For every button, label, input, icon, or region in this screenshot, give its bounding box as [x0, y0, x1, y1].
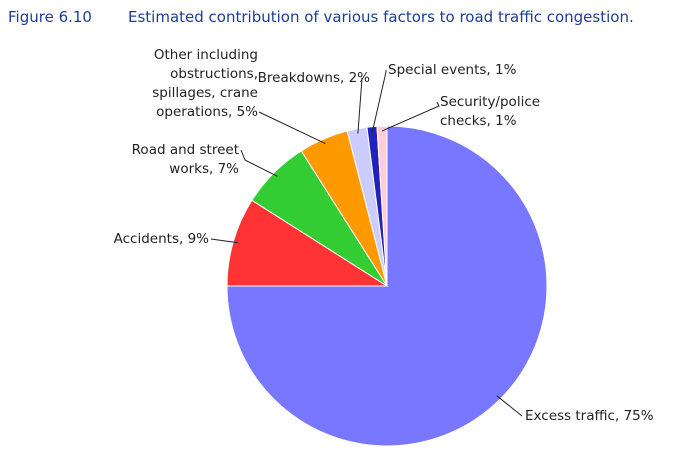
figure-title: Estimated contribution of various factor…: [128, 8, 634, 26]
pie-slice-accidents: [226, 199, 389, 287]
slice-label-other-including-obstructions-spillages-crane-operations: Other including obstructions, spillages, c…: [152, 47, 258, 120]
leader-line-road-and-street-works: [240, 149, 278, 177]
slice-label-road-and-street-works: Road and street works, 7%: [132, 142, 240, 177]
leader-lines: [210, 70, 523, 417]
slice-label-accidents: Accidents, 9%: [114, 231, 210, 247]
figure-number: Figure 6.10: [8, 8, 92, 26]
slice-label-excess-traffic: Excess traffic, 75%: [525, 408, 654, 424]
pie-slices: [226, 125, 548, 447]
leader-line-special-events: [371, 70, 387, 132]
slice-labels: Excess traffic, 75% Accidents, 9% Road and…: [114, 47, 654, 424]
leader-line-excess-traffic: [496, 395, 523, 417]
leader-line-breakdowns: [357, 77, 363, 134]
leader-line-other-including-obstructions-spillages-crane-operations: [258, 111, 326, 145]
leader-line-security-police-checks: [381, 101, 440, 132]
slice-label-security-police-checks: Security/police checks, 1%: [440, 94, 540, 129]
slice-label-special-events: Special events, 1%: [388, 62, 517, 78]
pie-slice-security-police-checks: [376, 125, 388, 287]
slice-label-breakdowns: Breakdowns, 2%: [258, 70, 371, 86]
leader-line-accidents: [210, 238, 239, 244]
